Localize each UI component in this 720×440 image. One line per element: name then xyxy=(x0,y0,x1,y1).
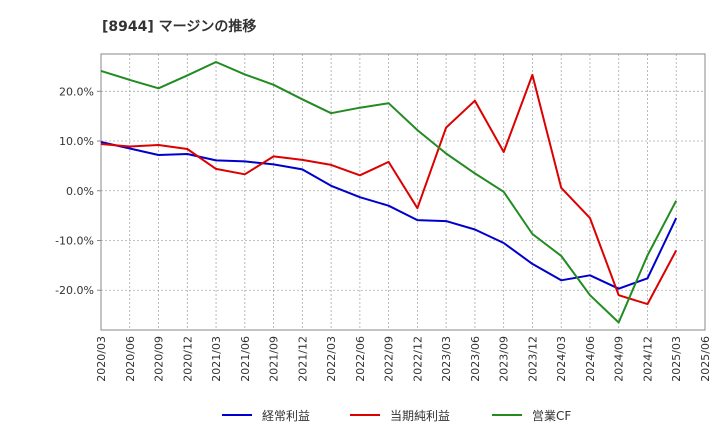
series-layer xyxy=(100,61,678,324)
x-tick-label: 2022/03 xyxy=(325,336,338,382)
y-tick-label: -20.0% xyxy=(55,284,94,297)
x-tick-label: 2022/12 xyxy=(411,336,424,382)
x-tick-label: 2025/06 xyxy=(699,336,712,382)
x-tick-label: 2021/09 xyxy=(268,336,281,382)
x-tick-label: 2024/09 xyxy=(613,336,626,382)
x-tick-label: 2024/03 xyxy=(555,336,568,382)
x-tick-label: 2020/06 xyxy=(124,336,137,382)
x-tick-label: 2024/06 xyxy=(584,336,597,382)
chart-title: [8944] マージンの推移 xyxy=(102,18,256,35)
y-tick-label: 10.0% xyxy=(59,135,94,148)
x-tick-label: 2020/09 xyxy=(153,336,166,382)
x-axis-ticks: 2020/03 2020/06 2020/09 2020/12 2021/03 2021/… xyxy=(95,336,712,382)
legend-label: 当期純利益 xyxy=(390,409,450,423)
series-line-3 xyxy=(100,61,678,324)
x-tick-label: 2021/12 xyxy=(296,336,309,382)
x-tick-label: 2020/03 xyxy=(95,336,108,382)
x-tick-label: 2023/12 xyxy=(526,336,539,382)
y-tick-label: 0.0% xyxy=(66,185,94,198)
x-tick-label: 2023/09 xyxy=(498,336,511,382)
legend-label: 営業CF xyxy=(532,409,571,423)
x-tick-label: 2022/06 xyxy=(354,336,367,382)
x-tick-label: 2022/09 xyxy=(383,336,396,382)
legend: 経常利益 当期純利益 営業CF xyxy=(222,409,571,423)
x-tick-label: 2023/03 xyxy=(440,336,453,382)
x-tick-label: 2020/12 xyxy=(181,336,194,382)
x-tick-label: 2021/06 xyxy=(239,336,252,382)
series-line-2 xyxy=(100,73,678,306)
y-tick-label: -10.0% xyxy=(55,234,94,247)
legend-label: 経常利益 xyxy=(262,409,310,423)
x-tick-label: 2023/06 xyxy=(469,336,482,382)
y-axis-ticks: 20.0% 10.0% 0.0% -10.0% -20.0% xyxy=(55,85,101,297)
plot-area-frame xyxy=(100,53,706,331)
y-tick-label: 20.0% xyxy=(59,85,94,98)
x-tick-label: 2025/03 xyxy=(670,336,683,382)
x-tick-label: 2021/03 xyxy=(210,336,223,382)
grid-layer xyxy=(100,54,706,330)
x-tick-label: 2024/12 xyxy=(641,336,654,382)
